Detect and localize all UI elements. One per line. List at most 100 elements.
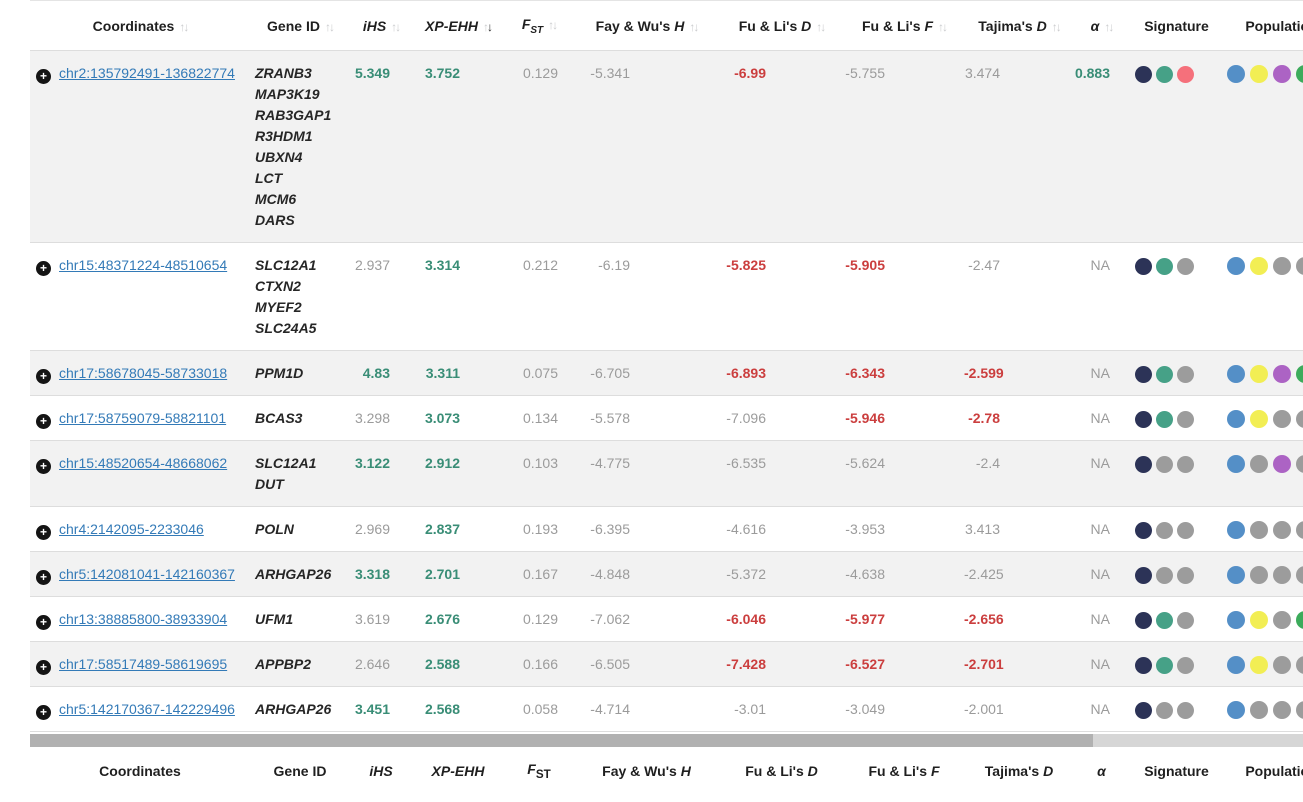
stat-value: NA <box>1090 701 1110 717</box>
xpehh-value-cell: 2.568 <box>412 686 504 732</box>
coordinates-link[interactable]: chr5:142170367-142229496 <box>59 701 235 717</box>
signature-dot-icon <box>1177 455 1194 473</box>
population-dot-icon <box>1250 611 1268 630</box>
population-dot-icon <box>1296 65 1303 84</box>
column-header-fayh[interactable]: Fay & Wu's H ↑↓ <box>574 0 719 51</box>
sort-arrows-icon: ↑↓ <box>938 19 948 34</box>
table-footer: Coordinates Gene ID iHS XP-EHH FST Fay & Wu's… <box>30 748 1303 793</box>
population-dot-icon <box>1273 257 1291 276</box>
fayh-value-cell: -4.714 <box>574 686 719 732</box>
expand-row-plus-icon[interactable]: + <box>36 414 51 429</box>
signature-dot-icon <box>1177 611 1194 629</box>
sort-arrows-icon: ↑↓ <box>816 19 826 34</box>
ihs-value-cell: 2.969 <box>350 506 412 552</box>
fst-value-cell: 0.134 <box>504 395 574 441</box>
coordinates-link[interactable]: chr17:58678045-58733018 <box>59 365 228 381</box>
signature-dot-icon <box>1177 701 1194 719</box>
population-cell <box>1224 242 1303 351</box>
coordinates-cell: + chr17:58759079-58821101 <box>30 395 250 441</box>
sort-arrows-icon: ↑↓ <box>324 19 335 34</box>
coordinates-link[interactable]: chr13:38885800-38933904 <box>59 611 228 627</box>
coordinates-link[interactable]: chr15:48371224-48510654 <box>59 257 228 273</box>
column-header-ihs[interactable]: iHS ↑↓ <box>350 0 412 51</box>
expand-row-plus-icon[interactable]: + <box>36 570 51 585</box>
stat-value: -6.505 <box>590 656 630 672</box>
coordinates-cell: + chr13:38885800-38933904 <box>30 596 250 642</box>
stat-value: -6.046 <box>726 611 766 627</box>
stat-value: -5.624 <box>845 455 885 471</box>
signature-cell <box>1129 641 1224 687</box>
population-dot-icon <box>1250 656 1268 675</box>
sort-arrows-icon: ↑↓ <box>391 19 401 34</box>
gene-id-cell: ARHGAP26 <box>250 686 350 732</box>
stat-value: -2.4 <box>975 455 1000 471</box>
fst-value-cell: 0.058 <box>504 686 574 732</box>
gene-name: BCAS3 <box>255 410 303 426</box>
tajd-value-cell: 3.474 <box>964 50 1074 243</box>
signature-dot-icon <box>1135 521 1152 539</box>
coordinates-link[interactable]: chr4:2142095-2233046 <box>59 521 204 537</box>
fayh-value-cell: -4.775 <box>574 440 719 507</box>
signature-cell <box>1129 686 1224 732</box>
coordinates-link[interactable]: chr2:135792491-136822774 <box>59 65 235 81</box>
stat-value: 0.134 <box>522 410 558 426</box>
coordinates-link[interactable]: chr17:58759079-58821101 <box>59 410 227 426</box>
scrollbar-thumb[interactable] <box>30 734 1093 747</box>
fayh-value-cell: -6.19 <box>574 242 719 351</box>
ihs-value-cell: 2.646 <box>350 641 412 687</box>
stat-value: -6.395 <box>590 521 630 537</box>
column-header-tajd[interactable]: Tajima's D ↑↓ <box>964 0 1074 51</box>
column-header-fulif[interactable]: Fu & Li's F ↑↓ <box>844 0 964 51</box>
signature-dot-icon <box>1156 410 1173 428</box>
stat-value: 2.646 <box>354 656 390 672</box>
xpehh-value-cell: 3.311 <box>412 350 504 396</box>
stat-value: 3.311 <box>425 365 460 381</box>
expand-row-plus-icon[interactable]: + <box>36 660 51 675</box>
population-dot-icon <box>1296 410 1303 429</box>
sort-arrows-icon: ↑↓ <box>1104 19 1114 34</box>
coordinates-link[interactable]: chr5:142081041-142160367 <box>59 566 235 582</box>
stat-value: -4.616 <box>726 521 766 537</box>
stat-value: -5.755 <box>845 65 885 81</box>
stat-value: -5.905 <box>845 257 885 273</box>
gene-name: SLC12A1 <box>255 455 317 471</box>
fulid-value-cell: -5.372 <box>719 551 844 597</box>
gene-id-cell: PPM1D <box>250 350 350 396</box>
population-dot-icon <box>1273 410 1291 429</box>
expand-row-plus-icon[interactable]: + <box>36 369 51 384</box>
coordinates-link[interactable]: chr17:58517489-58619695 <box>59 656 228 672</box>
gene-name: POLN <box>255 521 294 537</box>
fulid-value-cell: -4.616 <box>719 506 844 552</box>
gene-id-cell: POLN <box>250 506 350 552</box>
ihs-value-cell: 3.619 <box>350 596 412 642</box>
stat-value: -7.428 <box>726 656 766 672</box>
table-row: + chr17:58759079-58821101 BCAS3 3.298 3.073 0… <box>30 395 1303 441</box>
expand-row-plus-icon[interactable]: + <box>36 615 51 630</box>
gene-name: LCT <box>255 170 283 186</box>
column-header-fst[interactable]: FST ↑↓ <box>504 0 574 51</box>
expand-row-plus-icon[interactable]: + <box>36 261 51 276</box>
expand-row-plus-icon[interactable]: + <box>36 459 51 474</box>
coordinates-cell: + chr17:58678045-58733018 <box>30 350 250 396</box>
expand-row-plus-icon[interactable]: + <box>36 525 51 540</box>
column-header-fulid[interactable]: Fu & Li's D ↑↓ <box>719 0 844 51</box>
table-row: + chr15:48371224-48510654 SLC12A1 CTXN2 MYEF… <box>30 242 1303 351</box>
column-header-gene[interactable]: Gene ID ↑↓ <box>250 0 350 51</box>
fst-value-cell: 0.166 <box>504 641 574 687</box>
fulif-value-cell: -5.977 <box>844 596 964 642</box>
gene-name: DUT <box>255 476 284 492</box>
fulid-value-cell: -6.99 <box>719 50 844 243</box>
stat-value: 3.413 <box>964 521 1000 537</box>
column-header-xpehh[interactable]: XP-EHH ↑↓ <box>412 0 504 51</box>
column-footer-fst: FST <box>527 760 551 781</box>
stat-value: -4.638 <box>845 566 885 582</box>
horizontal-scrollbar[interactable] <box>30 734 1303 747</box>
expand-row-plus-icon[interactable]: + <box>36 69 51 84</box>
column-header-coordinates[interactable]: Coordinates ↑↓ <box>30 0 250 51</box>
signature-dot-icon <box>1135 257 1152 275</box>
stat-value: -5.977 <box>845 611 885 627</box>
coordinates-link[interactable]: chr15:48520654-48668062 <box>59 455 228 471</box>
column-header-alpha[interactable]: α ↑↓ <box>1074 0 1129 51</box>
expand-row-plus-icon[interactable]: + <box>36 705 51 720</box>
alpha-value-cell: NA <box>1074 350 1129 396</box>
